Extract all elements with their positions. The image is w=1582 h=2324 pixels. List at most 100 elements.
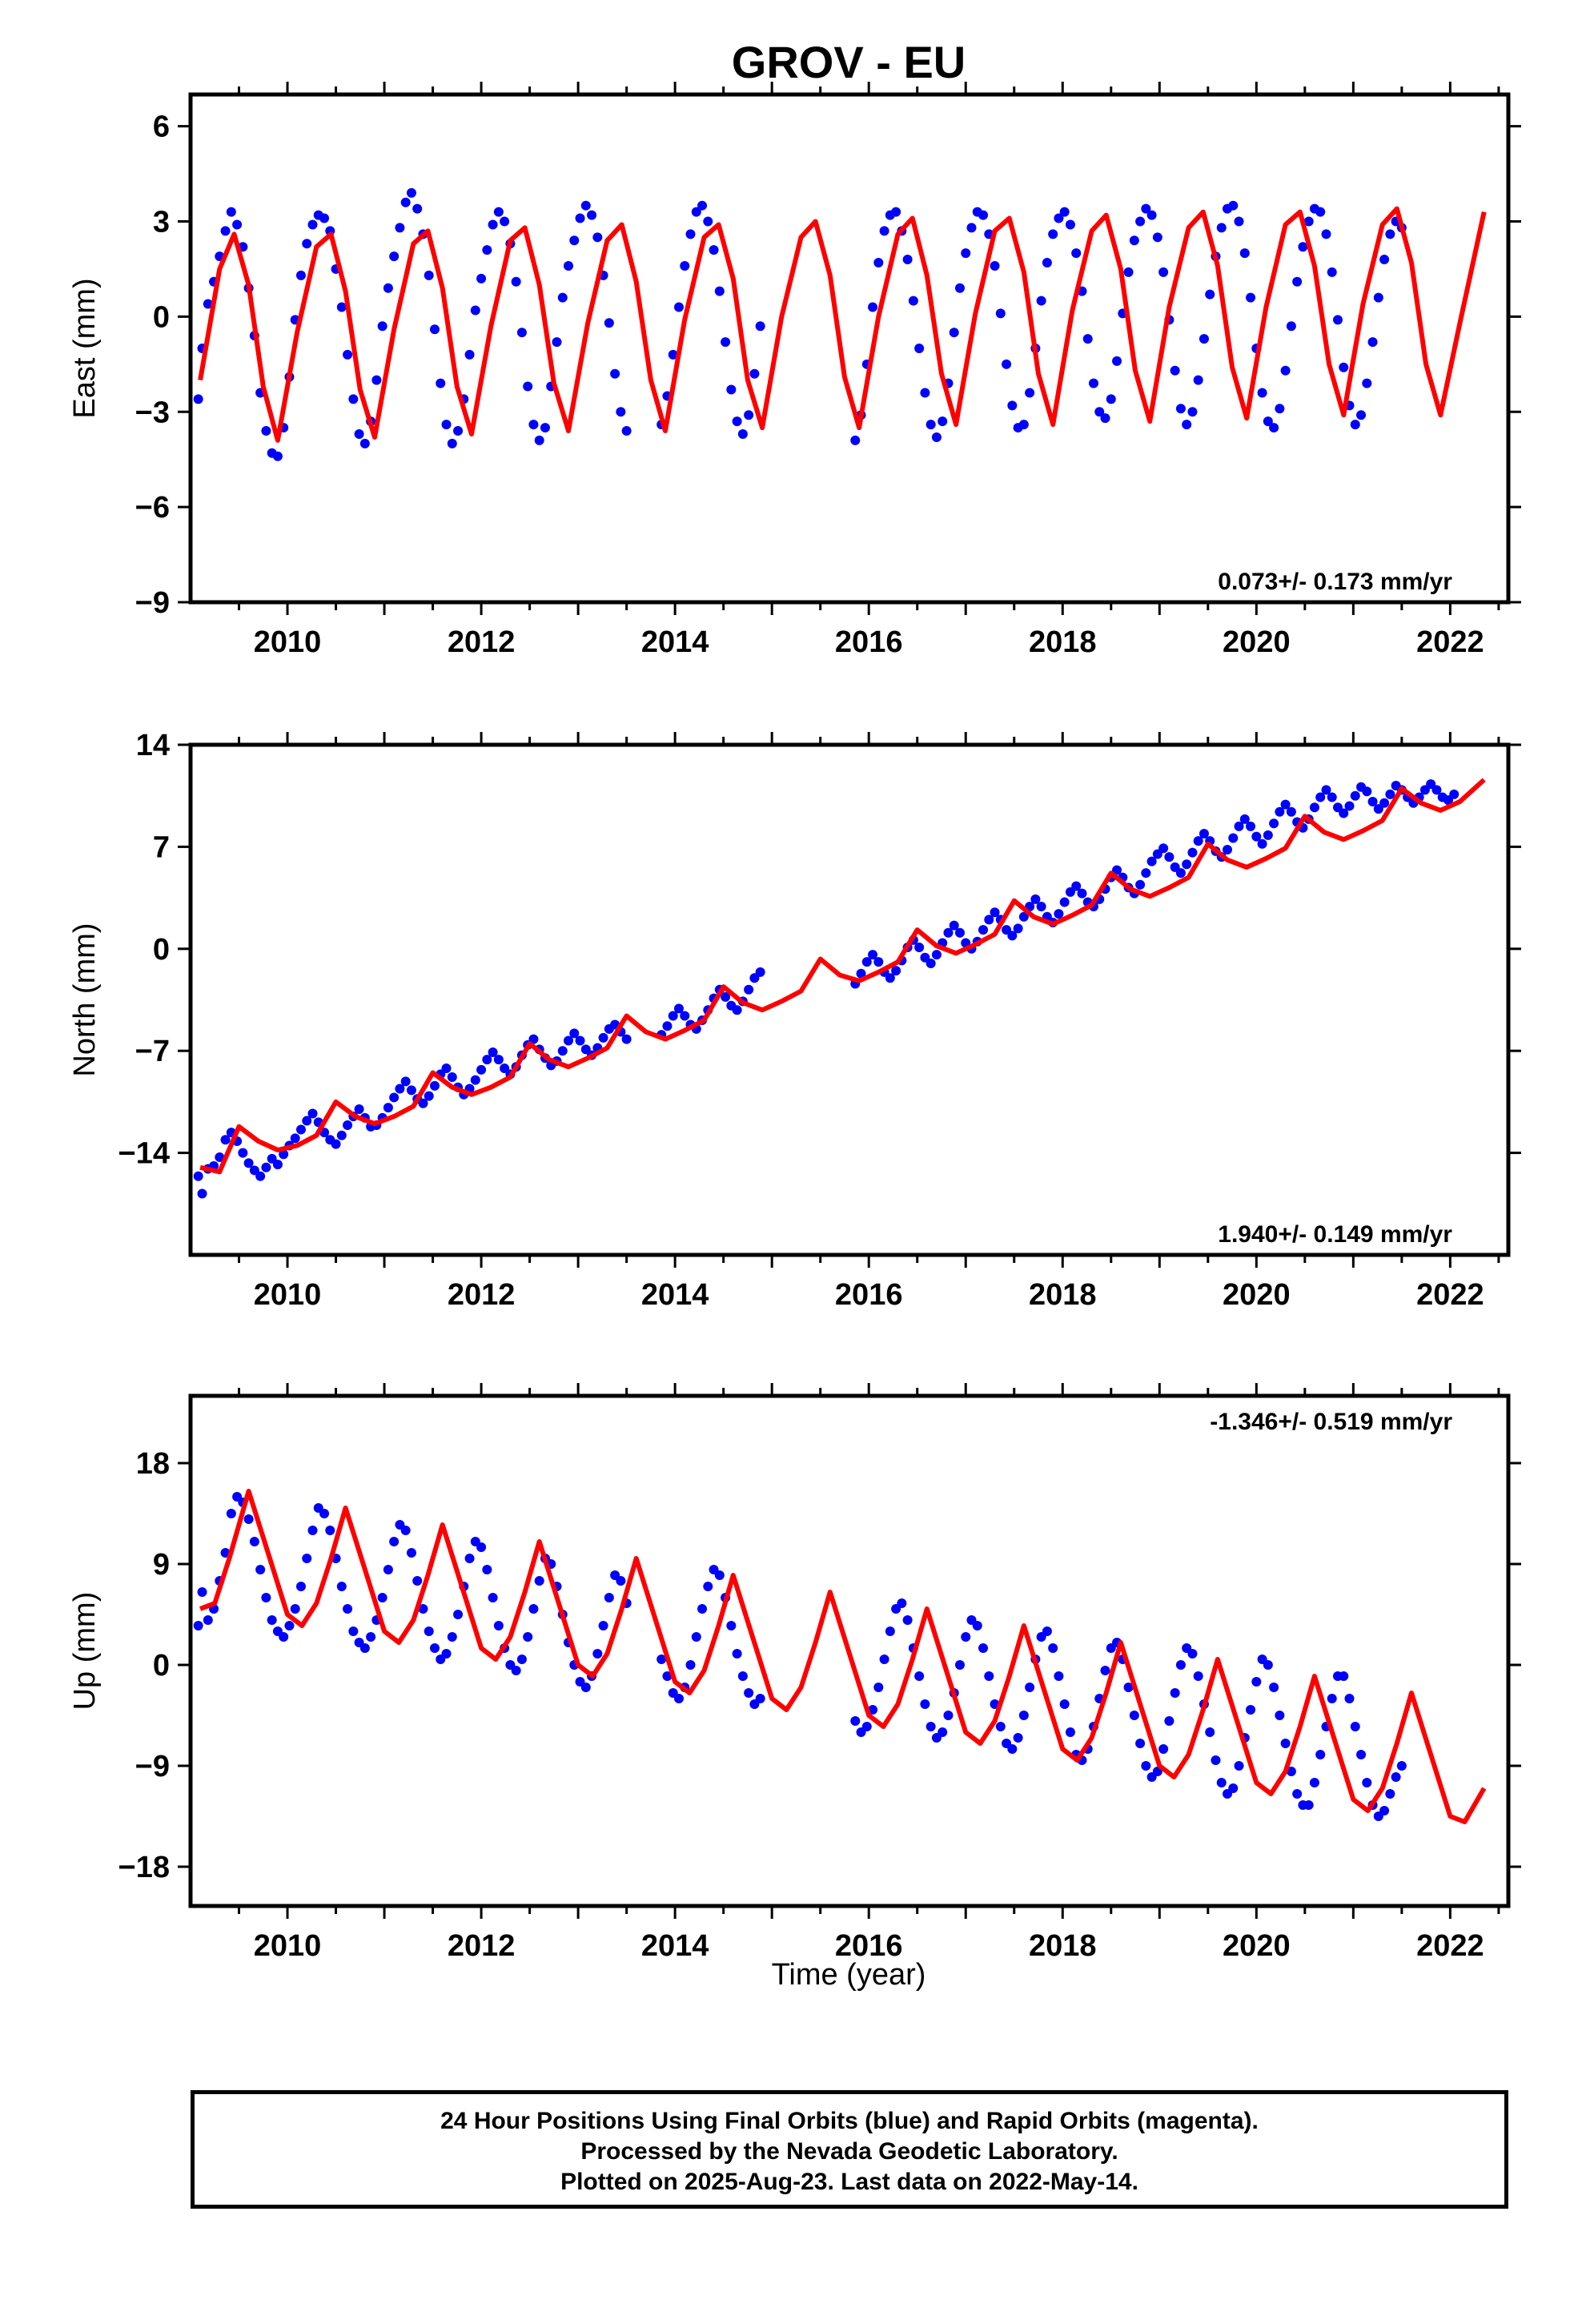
east-data-point — [1088, 378, 1098, 388]
up-data-point — [1042, 1626, 1052, 1636]
north-data-point — [721, 991, 731, 1002]
north-data-point — [732, 1005, 742, 1015]
north-data-point — [914, 942, 925, 952]
north-data-point — [1362, 786, 1372, 797]
north-data-point — [243, 1158, 254, 1168]
north-data-point — [482, 1055, 492, 1065]
east-data-point — [673, 302, 684, 312]
north-data-point — [395, 1084, 405, 1094]
east-data-point — [1373, 292, 1383, 303]
up-data-point — [493, 1621, 504, 1630]
east-data-point — [516, 328, 527, 338]
up-panel: 2010 2012 2014 2016 2018 2020 2022 18 9 0 −9 −18 Up … — [68, 0, 1521, 1963]
east-data-point — [1036, 296, 1046, 306]
east-data-point — [395, 223, 405, 233]
east-data-point — [1385, 229, 1395, 239]
east-data-point — [500, 216, 510, 227]
east-data-point — [1106, 394, 1116, 404]
up-data-point — [267, 1615, 277, 1625]
north-data-point — [621, 1034, 632, 1044]
up-x-tick-label: 2010 — [254, 1929, 322, 1963]
north-data-point — [1269, 818, 1279, 829]
north-data-point — [1036, 902, 1046, 912]
east-data-point — [938, 416, 948, 427]
up-data-point — [1350, 1722, 1360, 1731]
north-data-point — [1344, 801, 1355, 811]
north-data-point — [1152, 849, 1162, 859]
up-data-point — [1018, 1711, 1029, 1720]
north-data-point — [856, 968, 866, 979]
north-data-point — [1467, 0, 1476, 5]
up-data-point — [714, 1570, 725, 1580]
east-data-point — [348, 394, 359, 404]
north-data-point — [1479, 0, 1488, 5]
up-y-tick-label: −9 — [135, 1750, 170, 1783]
up-data-point — [1228, 1783, 1239, 1793]
north-data-point — [1228, 833, 1239, 843]
up-data-point — [1007, 1744, 1018, 1754]
up-data-point — [203, 1615, 213, 1625]
up-data-point — [307, 1526, 318, 1535]
east-data-point — [879, 226, 889, 236]
east-panel: 2010 2012 2014 2016 2018 2020 2022 6 3 0 −3 −6 −9 Eas… — [68, 0, 1521, 659]
north-data-point — [1251, 831, 1262, 842]
north-data-point — [564, 1035, 574, 1046]
north-data-point — [267, 1153, 277, 1164]
up-data-point — [1303, 1800, 1314, 1810]
up-data-point — [383, 1565, 393, 1574]
up-data-point — [685, 1660, 696, 1670]
east-y-axis-label: East (mm) — [68, 278, 102, 418]
north-data-point — [580, 1044, 591, 1055]
north-observations — [193, 0, 1488, 1199]
north-data-point — [885, 973, 895, 983]
north-data-point — [668, 1011, 678, 1021]
up-data-point — [1286, 1767, 1296, 1776]
north-data-point — [569, 1028, 580, 1039]
north-data-point — [1030, 894, 1041, 904]
up-data-point — [1013, 1733, 1023, 1743]
up-data-point — [284, 1621, 295, 1630]
north-rate-label: 1.940+/- 0.149 mm/yr — [1218, 1221, 1452, 1248]
east-data-point — [592, 232, 603, 243]
east-data-point — [1332, 315, 1343, 325]
east-data-point — [1350, 420, 1360, 430]
east-data-point — [1065, 219, 1075, 230]
east-data-point — [1263, 416, 1273, 427]
north-data-point — [598, 1032, 608, 1043]
east-data-point — [295, 270, 306, 280]
north-data-point — [1175, 868, 1186, 879]
north-data-point — [1379, 798, 1390, 808]
north-data-point — [1002, 925, 1012, 935]
up-data-point — [243, 1514, 254, 1524]
north-data-point — [1315, 792, 1326, 802]
north-data-point — [861, 957, 872, 967]
east-data-point — [412, 203, 423, 214]
north-x-tick-label: 2022 — [1416, 1278, 1484, 1312]
up-data-point — [226, 1509, 236, 1518]
east-data-point — [569, 235, 580, 246]
east-data-point — [354, 428, 364, 439]
east-data-point — [1431, 0, 1441, 5]
east-data-point — [1356, 410, 1367, 420]
up-data-point — [418, 1604, 428, 1614]
east-data-point — [226, 207, 236, 217]
east-observations — [193, 0, 1441, 461]
north-x-tick-label: 2010 — [254, 1278, 322, 1312]
east-data-point — [1135, 216, 1146, 227]
up-data-point — [1129, 1711, 1139, 1720]
east-data-point — [680, 260, 690, 271]
up-data-point — [1339, 1671, 1349, 1681]
up-data-point — [1420, 0, 1430, 5]
up-data-point — [1263, 1660, 1273, 1670]
east-data-point — [319, 213, 330, 223]
caption-box: 24 Hour Positions Using Final Orbits (bl… — [191, 2090, 1508, 2209]
east-data-point — [1246, 292, 1256, 303]
east-data-point — [377, 321, 387, 332]
east-data-point — [914, 344, 925, 353]
north-data-point — [383, 1103, 393, 1113]
east-data-point — [359, 438, 370, 448]
east-data-point — [523, 381, 533, 392]
north-data-point — [429, 1080, 440, 1091]
caption-line-3: Plotted on 2025-Aug-23. Last data on 202… — [560, 2169, 1138, 2195]
north-data-point — [272, 1160, 283, 1170]
